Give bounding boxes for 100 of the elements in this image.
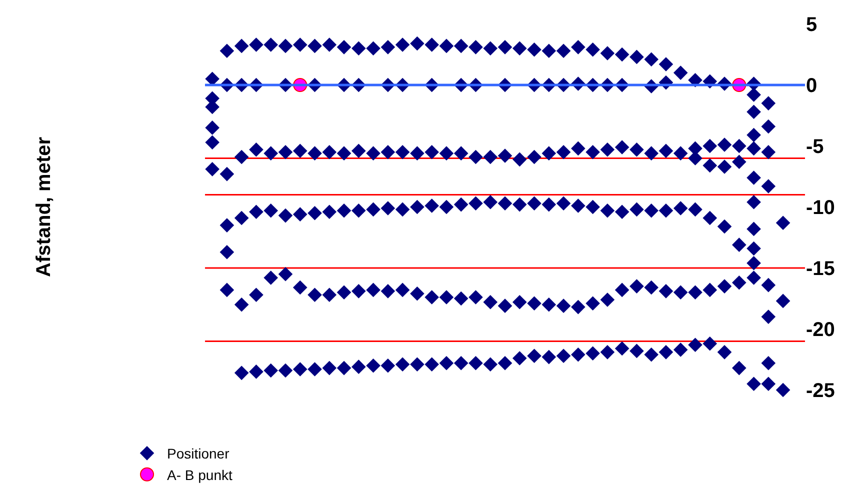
point xyxy=(571,347,586,362)
point xyxy=(746,104,761,119)
point xyxy=(717,138,732,152)
point xyxy=(234,297,249,312)
point xyxy=(600,142,615,157)
legend-label: Positioner xyxy=(167,446,230,462)
point xyxy=(366,41,380,56)
point xyxy=(702,336,718,351)
point xyxy=(527,348,542,363)
point xyxy=(614,140,630,154)
point xyxy=(308,146,322,160)
point xyxy=(761,179,776,194)
point xyxy=(395,38,410,52)
point xyxy=(483,41,498,56)
point xyxy=(776,382,790,398)
point xyxy=(673,66,688,80)
point xyxy=(278,363,293,378)
point xyxy=(366,202,380,217)
point xyxy=(512,197,527,212)
point xyxy=(395,282,410,298)
point xyxy=(746,376,761,392)
point xyxy=(454,356,468,370)
point xyxy=(322,360,337,376)
point xyxy=(249,288,264,302)
point xyxy=(205,162,220,176)
point xyxy=(702,282,718,298)
point xyxy=(542,297,556,312)
point xyxy=(249,142,264,157)
point xyxy=(322,38,337,52)
point xyxy=(380,40,396,54)
point xyxy=(205,120,220,135)
point xyxy=(308,38,322,54)
point xyxy=(600,292,615,307)
point xyxy=(630,142,644,157)
point xyxy=(702,138,718,154)
point xyxy=(352,204,366,218)
point xyxy=(278,208,293,223)
point xyxy=(483,357,498,372)
point xyxy=(673,201,688,216)
point xyxy=(292,207,308,222)
point xyxy=(322,204,337,220)
point xyxy=(542,197,556,212)
point xyxy=(630,344,644,358)
point xyxy=(352,144,366,158)
point xyxy=(512,41,527,56)
point xyxy=(702,210,718,226)
point xyxy=(688,202,702,217)
point xyxy=(630,50,644,64)
point xyxy=(220,218,234,232)
point xyxy=(410,200,424,214)
point xyxy=(234,150,249,164)
point xyxy=(702,158,718,173)
point xyxy=(278,266,293,282)
point xyxy=(600,46,615,60)
point xyxy=(644,347,658,362)
point xyxy=(454,146,468,160)
point xyxy=(512,351,527,366)
point xyxy=(336,146,352,160)
point xyxy=(586,296,600,311)
point xyxy=(556,348,571,363)
point xyxy=(761,144,776,160)
point xyxy=(658,345,674,360)
point xyxy=(468,356,483,370)
point xyxy=(366,358,380,373)
point xyxy=(527,196,542,210)
point xyxy=(483,150,498,164)
point xyxy=(761,356,776,370)
point xyxy=(600,345,615,360)
point xyxy=(614,341,630,356)
point xyxy=(322,288,337,302)
point xyxy=(776,294,790,308)
point xyxy=(498,196,512,210)
point xyxy=(614,282,630,298)
y-tick-label: -10 xyxy=(806,197,835,219)
point xyxy=(732,238,746,252)
point xyxy=(424,290,439,304)
point xyxy=(234,366,249,380)
point xyxy=(249,364,264,379)
point xyxy=(673,146,688,160)
point xyxy=(673,342,688,357)
point xyxy=(527,296,542,311)
point xyxy=(292,280,308,295)
point xyxy=(746,256,761,270)
point xyxy=(234,210,249,226)
point xyxy=(498,356,512,370)
point xyxy=(586,42,600,57)
point xyxy=(439,290,454,304)
point xyxy=(542,146,556,160)
point xyxy=(644,280,658,295)
point xyxy=(249,38,264,52)
point xyxy=(336,204,352,218)
point xyxy=(352,360,366,374)
point xyxy=(308,362,322,376)
point xyxy=(630,202,644,217)
point xyxy=(483,295,498,310)
point xyxy=(746,128,761,142)
point xyxy=(264,204,278,218)
point xyxy=(498,298,512,313)
point xyxy=(498,148,512,163)
point xyxy=(658,144,674,158)
